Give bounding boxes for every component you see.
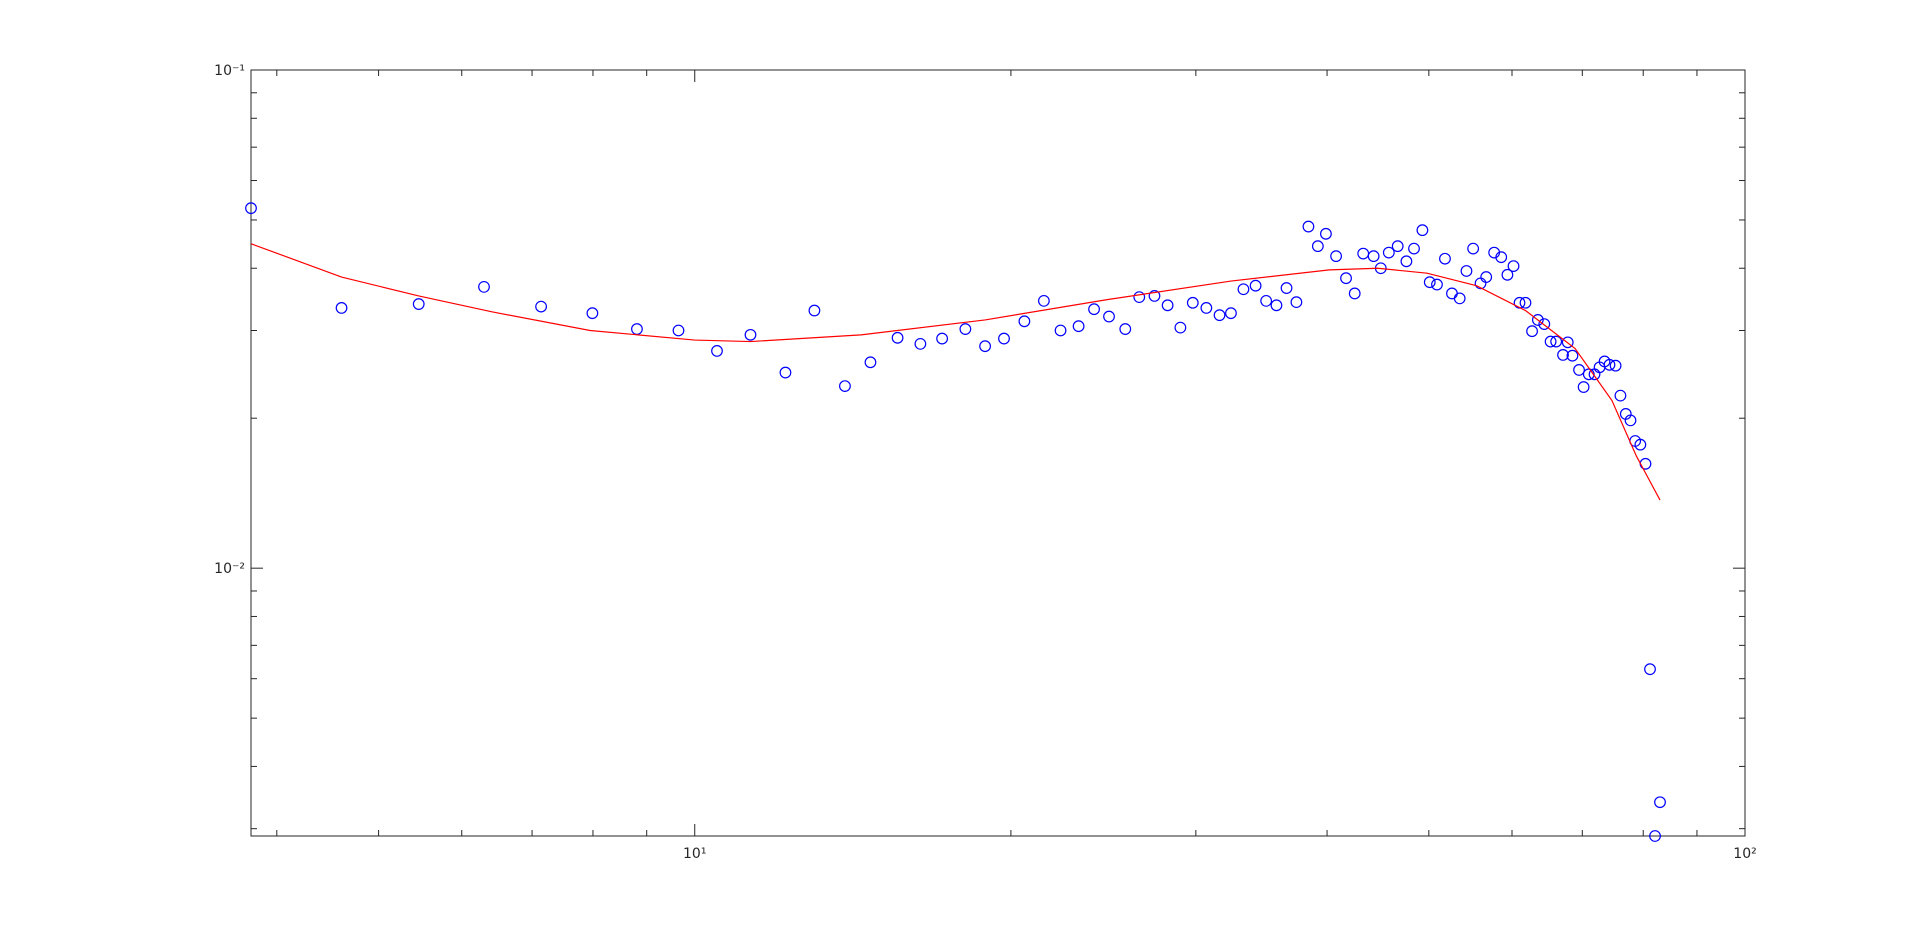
y-tick-label: 10⁻² [214,561,245,577]
data-point [864,356,877,369]
data-point [1311,240,1324,253]
data-point [1431,278,1443,291]
data-point [839,380,851,393]
data-point [1225,307,1237,320]
data-point [1573,364,1585,376]
data-point [1526,325,1538,338]
data-point [245,202,257,215]
data-point [1654,796,1666,809]
y-tick-label: 10⁻¹ [214,63,245,79]
data-point [959,323,972,335]
data-point [535,300,547,313]
data-point [1495,251,1508,264]
data-point [1280,282,1293,294]
data-point [711,344,723,357]
data-point [478,280,490,293]
data-point [1453,292,1466,305]
data-point [1624,414,1637,427]
data-point [998,332,1010,345]
data-point [979,340,991,353]
data-point [1260,294,1273,307]
data-point [808,304,821,317]
data-point [1161,299,1174,312]
data-point [1320,227,1332,240]
data-point [1330,250,1342,263]
data-point [1609,359,1622,372]
data-point [1439,252,1451,265]
data-point [1644,663,1656,676]
data-point [1018,315,1031,328]
data-point [1213,309,1226,322]
data-point [1054,324,1067,337]
data-point [1577,381,1590,393]
plot-area [250,69,1746,837]
data-point [1367,250,1380,263]
data-point [1634,438,1647,451]
data-point [1270,299,1283,312]
data-point [1507,260,1520,272]
data-point [1148,290,1161,302]
data-point [1480,271,1493,283]
data-point [1467,242,1480,255]
data-point [1200,302,1213,314]
data-point [1340,272,1352,285]
data-point [1544,335,1557,348]
data-point [1538,318,1551,330]
data-point [1302,220,1315,233]
data-point [1400,255,1413,268]
data-point [1423,276,1436,289]
data-point [412,298,425,310]
data-point [1088,303,1100,316]
data-point [891,331,904,344]
data-point [1186,296,1199,309]
data-point [1249,279,1262,292]
x-tick-label: 10¹ [683,846,706,862]
data-point [1519,296,1532,309]
data-point [1174,321,1187,334]
data-point [1603,358,1616,371]
data-point [1614,389,1627,402]
data-point [1501,268,1514,281]
data-point [779,366,792,379]
data-point [1561,336,1574,349]
data-point [586,307,599,320]
data-point [1348,287,1361,300]
data-point [1072,320,1085,333]
data-point [744,328,757,341]
data-point [1566,349,1579,362]
data-point [1550,335,1563,348]
data-point [335,302,348,314]
data-point [1531,314,1544,326]
fit-line [250,243,1661,501]
data-point [914,337,927,350]
data-point [1290,296,1303,309]
data-point [1133,291,1146,304]
data-point [1649,830,1661,842]
data-point [1382,246,1395,259]
data-point [1557,348,1569,361]
data-point [1408,242,1420,255]
data-point [1037,294,1050,307]
data-point [1416,224,1429,237]
data-point [1237,283,1250,296]
x-tick-label: 10² [1733,846,1756,862]
data-point [1103,310,1115,323]
data-point [1119,323,1132,335]
data-point [936,332,949,345]
data-point [1391,240,1404,253]
data-point [672,324,685,337]
data-point [1460,265,1473,277]
